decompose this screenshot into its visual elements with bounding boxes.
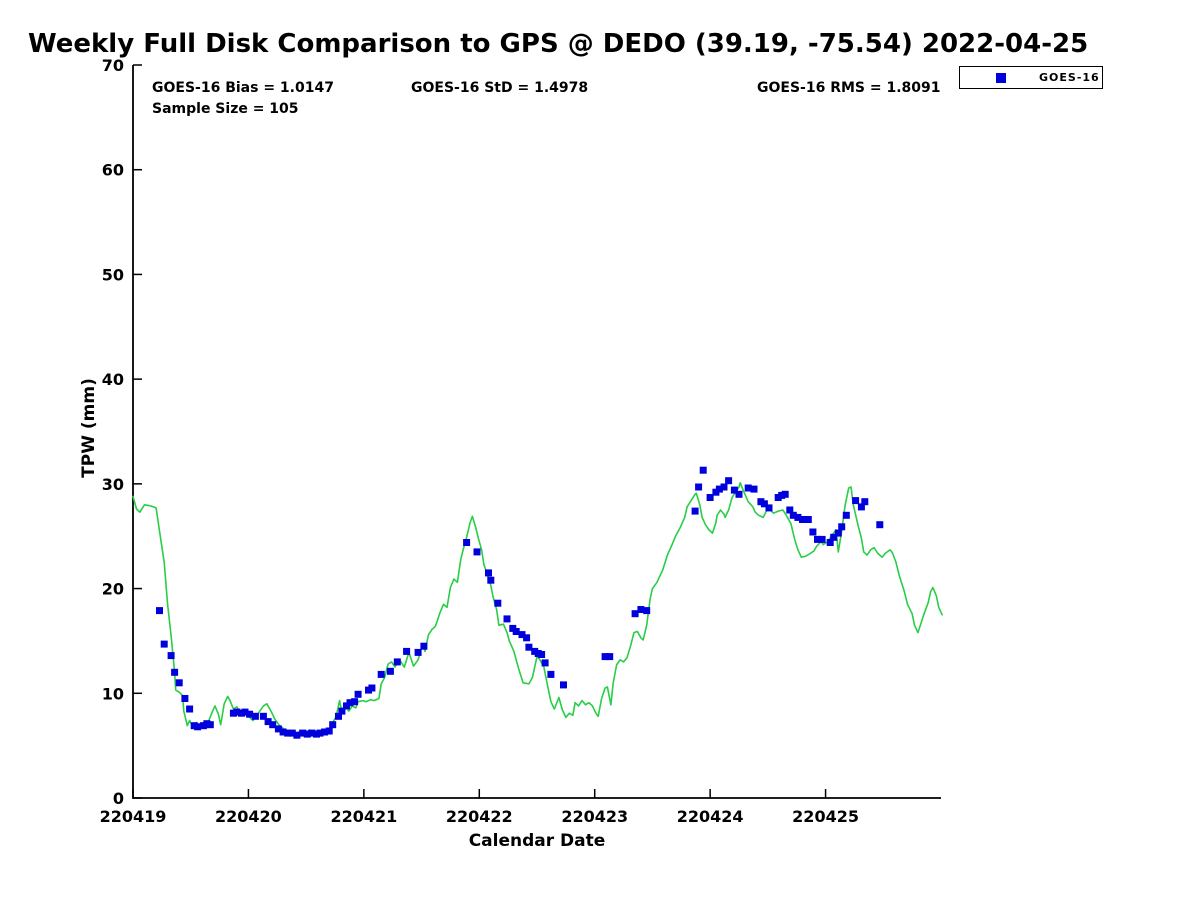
svg-text:220420: 220420 [215, 807, 282, 826]
svg-text:60: 60 [102, 161, 124, 180]
svg-text:40: 40 [102, 370, 124, 389]
stat-rms: GOES-16 RMS = 1.8091 [757, 80, 941, 96]
svg-text:70: 70 [102, 56, 124, 75]
stat-std: GOES-16 StD = 1.4978 [411, 80, 589, 96]
svg-text:220421: 220421 [330, 807, 397, 826]
legend: GOES-16 [959, 66, 1103, 89]
legend-label: GOES-16 [1039, 71, 1100, 84]
stat-bias: GOES-16 Bias = 1.0147 [152, 80, 334, 96]
svg-text:30: 30 [102, 475, 124, 494]
x-axis-label: Calendar Date [468, 831, 606, 851]
svg-text:220424: 220424 [677, 807, 744, 826]
svg-text:0: 0 [113, 789, 124, 808]
svg-text:220425: 220425 [792, 807, 859, 826]
chart-title: Weekly Full Disk Comparison to GPS @ DED… [28, 29, 1089, 59]
svg-text:20: 20 [102, 580, 124, 599]
svg-text:220419: 220419 [100, 807, 167, 826]
svg-text:10: 10 [102, 684, 124, 703]
svg-text:220423: 220423 [561, 807, 628, 826]
stat-sample-size: Sample Size = 105 [152, 101, 299, 117]
svg-text:50: 50 [102, 265, 124, 284]
svg-text:220422: 220422 [446, 807, 513, 826]
legend-square-marker-icon [996, 72, 1006, 83]
